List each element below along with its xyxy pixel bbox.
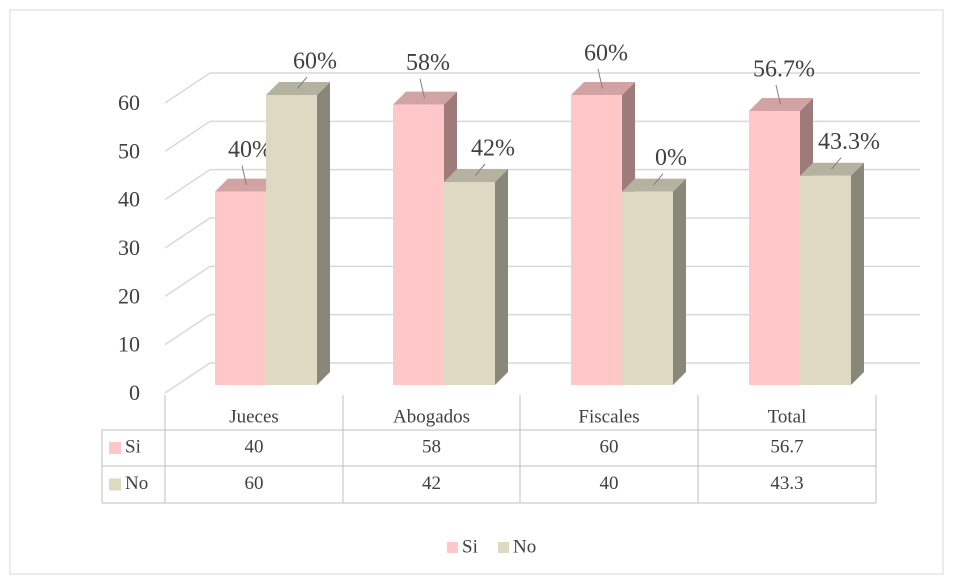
table-legend-key xyxy=(109,478,121,491)
y-tick-label: 10 xyxy=(118,332,140,357)
annotation: 43.3% xyxy=(818,129,880,155)
bar-top xyxy=(393,91,457,105)
data-label: 40% xyxy=(228,137,272,163)
table-value: 40 xyxy=(245,436,264,457)
x-tick-label: Fiscales xyxy=(578,406,639,427)
bar-top xyxy=(749,97,813,111)
y-tick-label: 40 xyxy=(118,187,140,212)
x-tick-label: Abogados xyxy=(393,406,470,427)
legend-label: Si xyxy=(462,536,478,557)
table-value: 58 xyxy=(422,436,441,457)
x-tick-label: Jueces xyxy=(229,406,279,427)
legend-label: No xyxy=(513,536,536,557)
leader-line xyxy=(297,76,308,89)
bar-top xyxy=(571,82,635,95)
table-value: 40 xyxy=(600,473,619,494)
table-legend-key xyxy=(109,442,121,454)
bar-side xyxy=(317,82,330,385)
bar xyxy=(444,182,495,385)
y-tick-label: 20 xyxy=(118,283,140,308)
data-label: 60% xyxy=(584,41,628,67)
bar xyxy=(215,191,266,385)
bar-top xyxy=(215,178,279,192)
annotation: 60% xyxy=(293,49,337,75)
table-series-name: No xyxy=(125,473,148,494)
y-tick-label: 50 xyxy=(118,138,140,163)
legend-swatch xyxy=(498,542,509,553)
leader-line xyxy=(831,157,842,170)
leader-line xyxy=(775,84,781,105)
bar xyxy=(749,110,800,385)
bar-side xyxy=(673,178,686,385)
bar xyxy=(622,191,673,385)
leader-line xyxy=(419,78,425,99)
legend-swatch xyxy=(447,542,458,553)
table-value: 56.7 xyxy=(770,436,803,457)
annotation: 0% xyxy=(655,145,687,171)
leader-line xyxy=(475,163,486,176)
table-value: 43.3 xyxy=(770,473,803,494)
leader-line xyxy=(241,165,247,186)
leader-line xyxy=(653,173,664,186)
y-tick-label: 30 xyxy=(118,235,140,260)
annotation: 42% xyxy=(471,136,515,162)
y-tick-label: 0 xyxy=(129,380,140,405)
data-label: 56.7% xyxy=(753,56,815,82)
y-tick-label: 60 xyxy=(118,90,140,115)
bar xyxy=(266,95,317,385)
grid-line xyxy=(164,120,920,152)
leader-line xyxy=(597,68,603,89)
grid-line xyxy=(164,72,920,104)
table-value: 60 xyxy=(245,473,264,494)
bar-side xyxy=(851,162,864,385)
bar-side xyxy=(495,169,508,385)
table-value: 60 xyxy=(600,436,619,457)
bar xyxy=(571,95,622,385)
grid-line xyxy=(164,168,920,201)
data-label: 58% xyxy=(406,50,450,76)
table-value: 42 xyxy=(422,473,441,494)
table-series-name: Si xyxy=(125,436,141,457)
bar xyxy=(800,175,851,385)
bar xyxy=(393,104,444,386)
x-tick-label: Total xyxy=(768,406,807,427)
